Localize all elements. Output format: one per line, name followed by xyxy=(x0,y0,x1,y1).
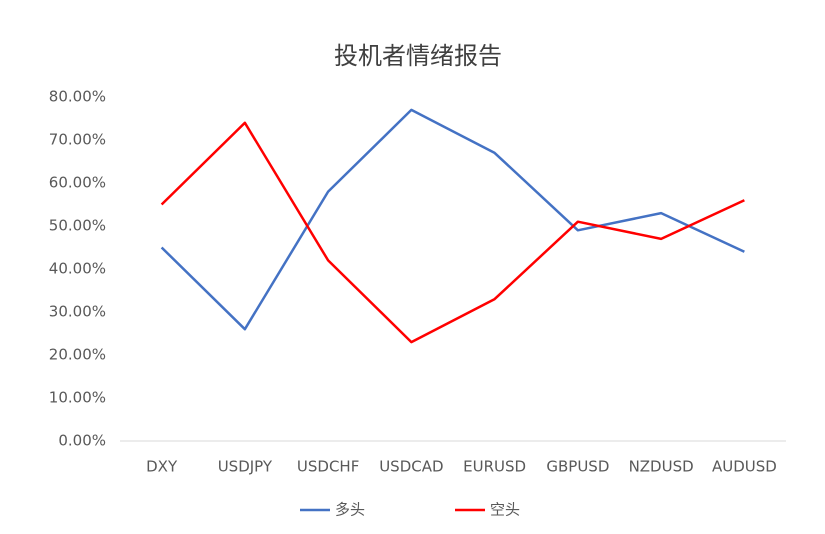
legend-label: 多头 xyxy=(335,501,365,519)
x-tick-label: AUDUSD xyxy=(712,458,777,476)
y-tick-label: 80.00% xyxy=(49,88,106,106)
series-line xyxy=(160,121,745,344)
x-tick-label: DXY xyxy=(146,458,178,476)
x-tick-label: USDJPY xyxy=(218,458,273,476)
x-tick-label: USDCAD xyxy=(379,458,443,476)
y-tick-label: 70.00% xyxy=(49,131,106,149)
y-tick-label: 0.00% xyxy=(58,432,106,450)
y-tick-label: 30.00% xyxy=(49,303,106,321)
y-tick-label: 40.00% xyxy=(49,260,106,278)
legend-label: 空头 xyxy=(490,501,520,519)
y-tick-label: 50.00% xyxy=(49,217,106,235)
x-tick-label: NZDUSD xyxy=(629,458,694,476)
x-tick-label: GBPUSD xyxy=(546,458,609,476)
x-tick-label: EURUSD xyxy=(463,458,526,476)
x-tick-label: USDCHF xyxy=(297,458,359,476)
y-tick-label: 20.00% xyxy=(49,346,106,364)
series-line xyxy=(160,108,745,331)
chart-title: 投机者情绪报告 xyxy=(334,42,502,70)
y-tick-label: 10.00% xyxy=(49,389,106,407)
y-tick-label: 60.00% xyxy=(49,174,106,192)
